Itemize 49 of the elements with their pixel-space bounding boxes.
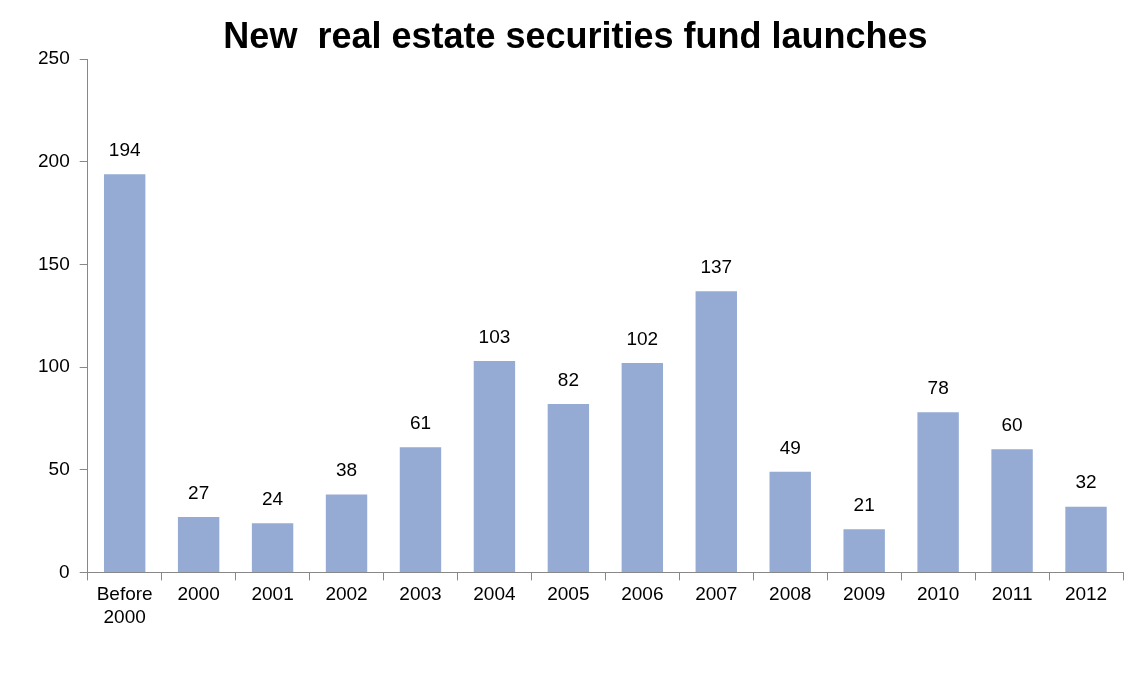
data-label: 60 (1001, 413, 1023, 435)
x-tick-label: 2012 (1064, 583, 1108, 605)
bar (325, 494, 368, 572)
bar (399, 447, 442, 572)
bar (695, 291, 737, 572)
x-tick-label: 2002 (325, 583, 368, 605)
bar (1065, 506, 1107, 572)
x-tick-label: Before 2000 (96, 583, 153, 627)
data-label: 102 (626, 327, 659, 349)
bar (177, 516, 220, 572)
data-label: 103 (478, 325, 511, 347)
x-tick-label: 2001 (251, 583, 294, 605)
x-tick-label: 2004 (473, 583, 516, 605)
bar (991, 449, 1033, 572)
data-label: 82 (557, 368, 579, 390)
data-label: 78 (927, 377, 949, 399)
x-tick-label: 2005 (547, 583, 590, 605)
data-label: 21 (853, 494, 875, 516)
bar (251, 523, 294, 572)
bar (547, 404, 590, 572)
x-tick-label: 2009 (843, 583, 886, 605)
data-label: 49 (779, 436, 801, 458)
y-tick-label: 50 (48, 457, 70, 479)
data-label: 24 (262, 487, 284, 509)
data-label: 32 (1075, 471, 1097, 493)
x-tick-label: 2008 (769, 583, 812, 605)
y-tick-label: 100 (38, 355, 70, 377)
bar (621, 363, 664, 572)
bar (769, 471, 811, 572)
data-label: 194 (108, 138, 141, 160)
data-label: 38 (335, 459, 358, 481)
chart-title: New real estate securities fund launches (223, 14, 928, 56)
bar (917, 412, 959, 572)
data-label: 27 (188, 481, 210, 503)
data-label: 61 (409, 411, 432, 433)
data-label: 137 (700, 255, 733, 277)
y-tick-label: 250 (38, 47, 70, 69)
y-tick-label: 200 (38, 150, 70, 172)
x-tick-label: 2011 (991, 583, 1033, 605)
x-tick-label: 2010 (916, 583, 960, 605)
x-tick-label: 2003 (399, 583, 442, 605)
x-tick-label: 2000 (177, 583, 220, 605)
bar (103, 174, 146, 572)
bar (843, 529, 885, 572)
x-tick-label: 2007 (695, 583, 738, 605)
bar (473, 360, 516, 572)
x-tick-label: 2006 (621, 583, 664, 605)
y-tick-label: 0 (59, 560, 70, 582)
y-tick-label: 150 (38, 252, 70, 274)
